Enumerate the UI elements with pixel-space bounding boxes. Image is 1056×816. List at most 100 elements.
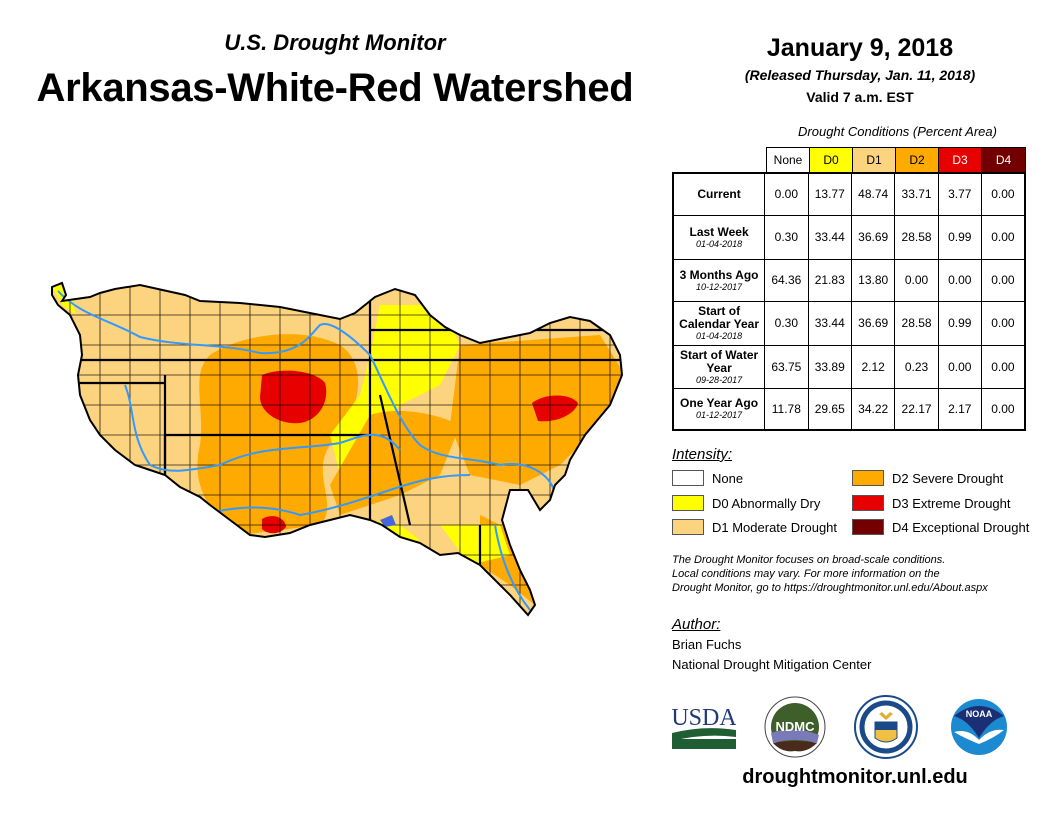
drought-conditions-table: Current 0.00 13.77 48.74 33.71 3.77 0.00 Last W… — [672, 172, 1026, 431]
table-header-row: None D0 D1 D2 D3 D4 — [766, 147, 1026, 172]
legend-label: D2 Severe Drought — [892, 470, 1004, 486]
cell-d0: 33.44 — [807, 214, 852, 260]
author-org: National Drought Mitigation Center — [672, 657, 872, 672]
row-label-text: One Year Ago — [680, 396, 759, 411]
legend-item: D4 Exceptional Drought — [852, 519, 1029, 535]
cell-d4: 0.00 — [980, 258, 1026, 302]
d3-region — [532, 395, 578, 422]
legend-swatch — [672, 470, 704, 486]
cell-d1: 2.12 — [850, 344, 896, 389]
table-row: One Year Ago 01-12-2017 11.78 29.65 34.22 22.… — [672, 387, 1026, 431]
disclaimer-note: The Drought Monitor focuses on broad-sca… — [672, 553, 1042, 595]
row-label-text: Last Week — [689, 224, 749, 239]
website-link[interactable]: droughtmonitor.unl.edu — [742, 766, 968, 788]
cell-d2: 0.23 — [894, 344, 939, 389]
cell-d0: 33.89 — [807, 344, 852, 389]
legend-label: D3 Extreme Drought — [892, 495, 1011, 511]
cell-d1: 34.22 — [850, 387, 896, 431]
cell-d3: 0.00 — [937, 258, 982, 302]
drought-map — [51, 281, 624, 617]
cell-none: 0.30 — [764, 300, 809, 346]
cell-d1: 13.80 — [850, 258, 896, 302]
cell-d4: 0.00 — [980, 172, 1026, 216]
legend-swatch — [852, 495, 884, 511]
cell-none: 64.36 — [764, 258, 809, 302]
legend-label: D0 Abnormally Dry — [712, 495, 821, 511]
row-date: 01-04-2018 — [696, 238, 743, 249]
column-header-d4: D4 — [982, 148, 1025, 172]
cell-d1: 36.69 — [850, 214, 896, 260]
watershed-outline — [51, 281, 624, 617]
cell-d2: 0.00 — [894, 258, 939, 302]
row-label-text: Current — [697, 186, 741, 201]
cell-none: 0.30 — [764, 214, 809, 260]
cell-d0: 33.44 — [807, 300, 852, 346]
cell-none: 11.78 — [764, 387, 809, 431]
cell-d2: 28.58 — [894, 300, 939, 346]
row-date: 09-28-2017 — [696, 374, 743, 385]
svg-text:NDMC: NDMC — [776, 719, 816, 734]
row-label-text: Start of Water Year — [679, 347, 759, 375]
legend-item: D2 Severe Drought — [852, 470, 1003, 486]
note-line: Local conditions may vary. For more info… — [672, 568, 940, 580]
cell-d3: 2.17 — [937, 387, 982, 431]
table-row: Start of Calendar Year 01-04-2018 0.30 33.4… — [672, 300, 1026, 346]
cell-d2: 33.71 — [894, 172, 939, 216]
table-caption: Drought Conditions (Percent Area) — [798, 124, 997, 139]
row-label: 3 Months Ago 10-12-2017 — [672, 258, 766, 302]
note-line: The Drought Monitor focuses on broad-sca… — [672, 554, 946, 566]
column-header-d2: D2 — [896, 148, 939, 172]
row-label: Current — [672, 172, 766, 216]
table-row: Current 0.00 13.77 48.74 33.71 3.77 0.00 — [672, 172, 1026, 216]
map-date: January 9, 2018 — [766, 34, 954, 62]
lake — [380, 515, 396, 527]
row-label-text: 3 Months Ago — [679, 267, 759, 282]
cell-d0: 21.83 — [807, 258, 852, 302]
cell-d0: 29.65 — [807, 387, 852, 431]
cell-d0: 13.77 — [807, 172, 852, 216]
cell-d3: 0.99 — [937, 300, 982, 346]
ndmc-logo: NDMC — [764, 696, 826, 758]
row-date: 01-12-2017 — [696, 410, 743, 421]
cell-d1: 36.69 — [850, 300, 896, 346]
legend-swatch — [852, 519, 884, 535]
cell-d2: 28.58 — [894, 214, 939, 260]
row-label: One Year Ago 01-12-2017 — [672, 387, 766, 431]
legend-item: D1 Moderate Drought — [672, 519, 837, 535]
usda-logo: USDA — [672, 705, 736, 749]
table-row: Last Week 01-04-2018 0.30 33.44 36.69 28.58 0.… — [672, 214, 1026, 260]
cell-d3: 0.00 — [937, 344, 982, 389]
cell-none: 63.75 — [764, 344, 809, 389]
table-row: 3 Months Ago 10-12-2017 64.36 21.83 13.80 0.0… — [672, 258, 1026, 302]
doc-seal-logo — [854, 695, 918, 759]
cell-d1: 48.74 — [850, 172, 896, 216]
row-label: Last Week 01-04-2018 — [672, 214, 766, 260]
column-header-d1: D1 — [853, 148, 896, 172]
svg-text:NOAA: NOAA — [966, 709, 993, 719]
cell-d2: 22.17 — [894, 387, 939, 431]
cell-d3: 3.77 — [937, 172, 982, 216]
map-title: Arkansas-White-Red Watershed — [36, 66, 634, 110]
cell-d3: 0.99 — [937, 214, 982, 260]
legend-label: D4 Exceptional Drought — [892, 519, 1030, 535]
cell-d4: 0.00 — [980, 214, 1026, 260]
cell-d4: 0.00 — [980, 387, 1026, 431]
row-date: 10-12-2017 — [696, 281, 743, 292]
legend-item: D3 Extreme Drought — [852, 495, 1011, 511]
cell-none: 0.00 — [764, 172, 809, 216]
author-title: Author: — [672, 616, 721, 633]
column-header-none: None — [767, 148, 810, 172]
cell-d4: 0.00 — [980, 344, 1026, 389]
author-name: Brian Fuchs — [672, 637, 742, 652]
legend-swatch — [672, 519, 704, 535]
cell-d4: 0.00 — [980, 300, 1026, 346]
legend-item: None — [672, 470, 743, 486]
row-label-text: Start of Calendar Year — [679, 304, 759, 331]
svg-text:USDA: USDA — [672, 705, 736, 731]
legend-label: None — [712, 470, 744, 486]
legend-item: D0 Abnormally Dry — [672, 495, 820, 511]
table-row: Start of Water Year 09-28-2017 63.75 33.89 2… — [672, 344, 1026, 389]
rivers — [57, 290, 556, 611]
legend-title: Intensity: — [672, 446, 733, 463]
column-header-d0: D0 — [810, 148, 853, 172]
